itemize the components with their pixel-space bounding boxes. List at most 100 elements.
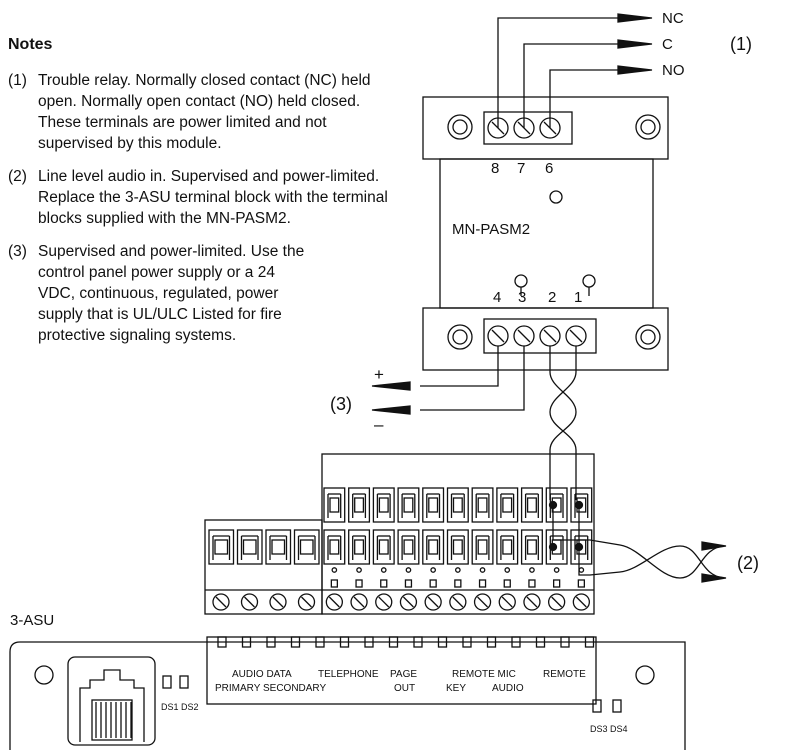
terminal-socket [520, 529, 543, 565]
terminal-label-3: 3 [518, 289, 526, 306]
ds3-led [592, 699, 602, 713]
pin-dot [454, 567, 461, 573]
pin-dot [380, 567, 387, 573]
pin-tab [380, 579, 388, 588]
terminal-socket [323, 487, 346, 523]
board-pin [217, 636, 227, 648]
board-pin [315, 636, 325, 648]
mount-hole [635, 324, 661, 350]
board-name: 3-ASU [10, 612, 54, 629]
terminal-socket [372, 529, 395, 565]
label-remote-mic: REMOTE MIC [452, 669, 516, 680]
pin-tab [478, 579, 487, 588]
label-page: PAGE [390, 669, 417, 680]
audio-wires [552, 505, 727, 583]
terminal-socket [265, 529, 292, 565]
board-mount-hole [635, 665, 655, 685]
terminal-label-2: 2 [548, 289, 556, 306]
terminal-label-6: 6 [545, 160, 553, 177]
pin-dot [405, 567, 412, 573]
rj45-jack [67, 656, 156, 746]
terminal-socket [446, 529, 469, 565]
label-c: C [662, 36, 673, 53]
label-minus: – [374, 415, 384, 434]
board-mount-hole [34, 665, 54, 685]
board-pin [241, 636, 252, 648]
board-pin [339, 636, 350, 648]
pin-dot [529, 567, 535, 573]
arrow-nc [617, 13, 653, 23]
terminal-socket [520, 487, 543, 523]
pin-tab [528, 579, 536, 588]
pin-dot [553, 567, 560, 573]
label-audio: AUDIO [492, 683, 524, 694]
label-remote: REMOTE [543, 669, 586, 680]
diagram-labels: NC C NO (1) 8 7 6 MN-PASM2 4 3 2 1 (3) +… [10, 10, 759, 734]
pin-dot [578, 567, 585, 573]
terminal-screw [424, 593, 442, 611]
mount-hole [447, 324, 473, 350]
terminal-screw [325, 593, 344, 611]
board-pin [388, 636, 399, 648]
terminal-screw [297, 593, 316, 611]
led-indicator [549, 190, 563, 204]
terminal-socket [348, 529, 371, 565]
board-pin [535, 636, 546, 648]
terminal-screw [350, 593, 368, 611]
pin-dot [356, 567, 362, 573]
terminal-screw [240, 593, 259, 611]
terminal-screw-7 [513, 117, 535, 139]
power-wires [371, 346, 525, 415]
pin-tab [553, 579, 561, 588]
ds4-led [612, 699, 622, 713]
terminal-screw [572, 593, 590, 611]
terminal-socket [570, 487, 593, 523]
note-text: Line level audio in. Supervised and powe… [38, 168, 388, 227]
terminal-socket [348, 487, 371, 523]
terminal-socket [471, 487, 494, 523]
terminal-socket [496, 487, 519, 523]
label-audio-data: AUDIO DATA [232, 669, 292, 680]
wire-junction [548, 542, 558, 552]
terminal-socket [446, 487, 469, 523]
terminal-socket [496, 529, 519, 565]
arrow-audio-2 [701, 573, 727, 583]
label-primary-secondary: PRIMARY SECONDARY [215, 683, 326, 694]
terminal-screw-6 [539, 117, 561, 139]
pin-tab [503, 579, 511, 588]
note-number: (1) [8, 72, 27, 89]
bottom-terminal-block [483, 318, 597, 354]
terminal-screw [212, 593, 230, 611]
ds2-led [179, 675, 189, 689]
board-pin [486, 636, 497, 648]
board-pin [290, 636, 301, 648]
board-pin [511, 636, 521, 648]
arrow-minus [371, 405, 411, 415]
pin-dot [430, 567, 436, 573]
label-nc: NC [662, 10, 684, 27]
terminal-label-7: 7 [517, 160, 525, 177]
pin-dot [504, 567, 511, 573]
pin-dot [479, 567, 486, 573]
arrow-plus [371, 381, 411, 391]
label-out: OUT [394, 683, 415, 694]
terminal-screw [523, 593, 541, 611]
pin-tab [429, 579, 437, 588]
relay-wires [497, 13, 653, 128]
note-number: (2) [8, 168, 27, 185]
callout-1: (1) [730, 34, 752, 54]
note-3: (3) Supervised and power-limited. Use th… [8, 241, 313, 346]
terminal-socket [236, 529, 263, 565]
board-pin [584, 636, 595, 648]
note-text: Supervised and power-limited. Use the co… [38, 243, 305, 344]
pin-dot [331, 567, 338, 573]
terminal-label-1: 1 [574, 289, 582, 306]
mount-hole [635, 114, 661, 140]
board-pin [413, 636, 423, 648]
mount-hole [447, 114, 473, 140]
terminal-socket [422, 487, 445, 523]
label-telephone: TELEPHONE [318, 669, 379, 680]
terminal-screw-8 [487, 117, 509, 139]
pin-tab [454, 579, 462, 588]
